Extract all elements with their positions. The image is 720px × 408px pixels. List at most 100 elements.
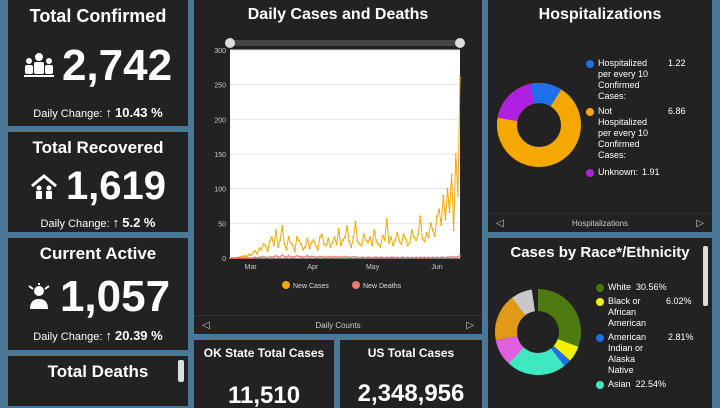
data-point (260, 248, 263, 251)
legend-item: Hospitalized per every 10 Confirmed Case… (586, 58, 708, 102)
data-point (394, 239, 397, 241)
data-point (245, 255, 248, 258)
prev-arrow-icon[interactable]: ◁ (496, 217, 504, 229)
legend-value: 2.81% (668, 332, 694, 342)
data-point (442, 256, 445, 259)
data-point (415, 256, 418, 259)
data-point (431, 229, 434, 232)
legend-item: Black or African American 6.02% (596, 296, 702, 329)
data-point (281, 254, 284, 257)
data-point (459, 76, 461, 79)
daily-chart[interactable]: 0 50 100 150 200 250 300 Mar Apr May Jun New Cases N… (194, 24, 482, 314)
data-point (258, 256, 261, 259)
data-point (410, 229, 413, 232)
data-point (429, 222, 432, 225)
y-tick-label: 100 (214, 187, 226, 194)
ok-total-title: OK State Total Cases (203, 346, 325, 360)
data-point (264, 244, 267, 247)
confirmed-title: Total Confirmed (29, 6, 167, 26)
data-point (381, 234, 384, 237)
donut-slice-other[interactable] (493, 287, 583, 377)
legend-swatch-hospitalized (586, 60, 594, 68)
data-point (270, 256, 273, 259)
range-slider-track (230, 40, 460, 46)
recovered-title: Total Recovered (32, 138, 164, 157)
legend-label: Black or African American (608, 296, 647, 328)
recovered-value: 1,619 (65, 164, 167, 208)
data-point (295, 236, 298, 239)
hospitalizations-panel: Hospitalizations Hospitalized per every … (488, 0, 712, 232)
ok-total-value: 11,510 (227, 382, 301, 408)
recovered-change: Daily Change: ↑ 5.2 % (8, 215, 188, 230)
data-point (404, 257, 407, 259)
data-point (425, 232, 428, 234)
data-point (350, 245, 353, 248)
data-point (337, 255, 340, 258)
next-arrow-icon[interactable]: ▷ (696, 217, 704, 229)
race-ethnicity-panel: Cases by Race*/Ethnicity White 30.56% Bl… (488, 238, 712, 408)
prev-arrow-icon[interactable]: ◁ (202, 319, 210, 331)
change-label: Daily Change: (33, 108, 103, 120)
data-point (285, 256, 288, 259)
data-point (300, 243, 303, 246)
data-point (456, 194, 459, 197)
data-point (379, 256, 382, 259)
data-point (241, 257, 244, 259)
hospitalizations-legend: Hospitalized per every 10 Confirmed Case… (586, 58, 708, 178)
hospitalizations-footer: ◁ Hospitalizations ▷ (488, 213, 712, 232)
data-point (258, 247, 261, 250)
race-legend: White 30.56% Black or African American 6… (596, 282, 702, 390)
data-point (438, 257, 441, 259)
data-point (362, 233, 365, 236)
data-point (448, 256, 451, 259)
data-point (339, 244, 342, 247)
next-arrow-icon[interactable]: ▷ (466, 319, 474, 331)
data-point (360, 244, 363, 247)
data-point (387, 241, 390, 244)
legend-value: 1.91 (642, 167, 660, 177)
confirmed-card: Total Confirmed 2,742 Daily Change: ↑ 10… (8, 0, 188, 126)
data-point (454, 256, 457, 259)
data-point (371, 257, 374, 259)
deaths-title: Total Deaths (47, 362, 149, 381)
range-slider-handle-end[interactable] (455, 38, 465, 48)
data-point (323, 243, 326, 246)
hospitalizations-footer-label: Hospitalizations (571, 218, 629, 228)
data-point (404, 237, 407, 240)
data-point (333, 236, 336, 239)
data-point (344, 236, 346, 239)
scrollbar[interactable] (178, 360, 184, 382)
data-point (287, 254, 290, 257)
range-slider-handle-start[interactable] (225, 38, 235, 48)
hospitalizations-donut[interactable] (494, 80, 584, 170)
data-point (383, 257, 386, 259)
data-point (375, 256, 378, 259)
legend-item: Unknown: 1.91 (586, 167, 708, 178)
hospitalizations-title: Hospitalizations (538, 6, 662, 23)
person-virus-icon (28, 283, 50, 309)
data-point (302, 256, 305, 259)
data-point (308, 247, 311, 250)
data-point (377, 257, 380, 259)
data-point (283, 255, 286, 258)
data-point (268, 240, 271, 243)
donut-slice-other-3[interactable] (493, 287, 583, 377)
data-point (379, 245, 382, 248)
data-point (440, 256, 443, 259)
scrollbar[interactable] (703, 246, 708, 306)
data-point (350, 256, 353, 259)
data-point (385, 218, 388, 221)
legend-value: 1.22 (668, 58, 686, 68)
data-point (452, 256, 455, 259)
data-point (339, 256, 342, 259)
data-point (446, 187, 449, 190)
legend-value: 22.54% (635, 379, 667, 389)
race-donut[interactable] (492, 286, 584, 378)
data-point (398, 240, 401, 243)
donut-slice-white[interactable] (495, 289, 581, 375)
legend-item: American Indian or Alaska Native 2.81% (596, 332, 702, 376)
change-value: 5.2 % (122, 215, 156, 230)
data-point (396, 256, 399, 259)
us-total-card: US Total Cases 2,348,956 (340, 340, 482, 408)
data-point (346, 225, 349, 228)
